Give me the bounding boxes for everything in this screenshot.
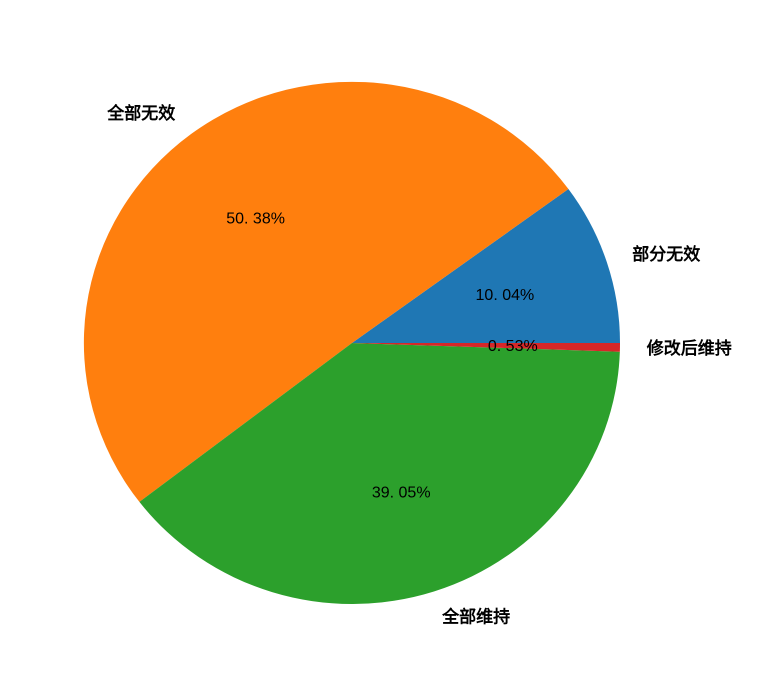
pie-slice-percent-1: 50. 38% (226, 210, 285, 227)
pie-slice-1 (83, 81, 569, 502)
pie-slice-percent-3: 0. 53% (488, 338, 538, 355)
pie-slice-2 (139, 343, 620, 604)
pie-slice-label-3: 修改后维持 (646, 338, 732, 358)
pie-slice-percent-2: 39. 05% (372, 485, 431, 502)
pie-slice-3 (352, 343, 620, 352)
pie-slice-label-0: 部分无效 (632, 244, 700, 264)
pie-slice-0 (352, 189, 620, 343)
pie-slice-label-2: 全部维持 (441, 606, 510, 626)
pie-slice-percent-0: 10. 04% (476, 287, 535, 304)
pie-slice-label-1: 全部无效 (106, 103, 175, 123)
